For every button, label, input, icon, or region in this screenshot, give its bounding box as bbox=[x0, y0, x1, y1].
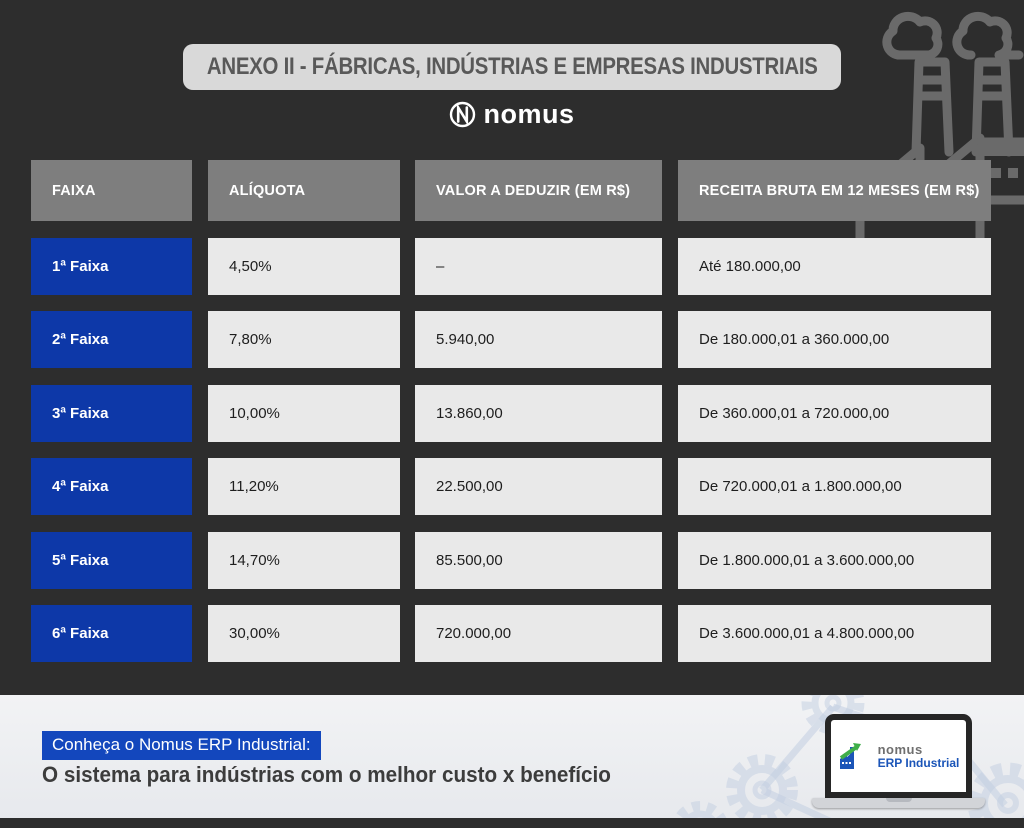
gears-network-decoration bbox=[673, 695, 1024, 818]
deduzir-cell: 22.500,00 bbox=[415, 458, 662, 515]
deduzir-cell: – bbox=[415, 238, 662, 295]
aliquota-cell: 30,00% bbox=[208, 605, 400, 662]
promo-headline: O sistema para indústrias com o melhor c… bbox=[42, 762, 611, 787]
laptop-screen: nomus ERP Industrial bbox=[825, 714, 972, 798]
laptop-logo-text: nomus ERP Industrial bbox=[878, 743, 960, 769]
laptop-brand-text: nomus bbox=[877, 741, 923, 757]
header-aliquota: ALÍQUOTA bbox=[208, 160, 400, 221]
deduzir-cell: 5.940,00 bbox=[415, 311, 662, 368]
faixa-cell: 3ª Faixa bbox=[31, 385, 192, 442]
laptop-notch bbox=[885, 798, 912, 802]
page-title-box: ANEXO II - FÁBRICAS, INDÚSTRIAS E EMPRES… bbox=[183, 44, 841, 90]
promo-cta-link[interactable]: Conheça o Nomus ERP Industrial: bbox=[42, 731, 321, 760]
header-receita: RECEITA BRUTA EM 12 MESES (EM R$) bbox=[678, 160, 991, 221]
header-deduzir: VALOR A DEDUZIR (EM R$) bbox=[415, 160, 662, 221]
receita-cell: De 180.000,01 a 360.000,00 bbox=[678, 311, 991, 368]
nomus-n-circle-icon bbox=[450, 101, 476, 127]
faixa-cell: 4ª Faixa bbox=[31, 458, 192, 515]
faixa-cell: 5ª Faixa bbox=[31, 532, 192, 589]
nomus-logo-text: nomus bbox=[483, 98, 575, 129]
laptop-base bbox=[812, 798, 985, 808]
faixa-cell: 6ª Faixa bbox=[31, 605, 192, 662]
receita-cell: De 360.000,01 a 720.000,00 bbox=[678, 385, 991, 442]
faixa-cell: 1ª Faixa bbox=[31, 238, 192, 295]
faixa-cell: 2ª Faixa bbox=[31, 311, 192, 368]
deduzir-cell: 720.000,00 bbox=[415, 605, 662, 662]
aliquota-cell: 10,00% bbox=[208, 385, 400, 442]
receita-cell: De 1.800.000,01 a 3.600.000,00 bbox=[678, 532, 991, 589]
deduzir-cell: 13.860,00 bbox=[415, 385, 662, 442]
aliquota-cell: 14,70% bbox=[208, 532, 400, 589]
header-faixa: FAIXA bbox=[31, 160, 192, 221]
receita-cell: De 3.600.000,01 a 4.800.000,00 bbox=[678, 605, 991, 662]
nomus-logo: nomus bbox=[0, 98, 1024, 130]
page-title: ANEXO II - FÁBRICAS, INDÚSTRIAS E EMPRES… bbox=[206, 53, 818, 80]
growth-arrow-factory-icon bbox=[839, 743, 861, 769]
aliquota-cell: 4,50% bbox=[208, 238, 400, 295]
aliquota-cell: 7,80% bbox=[208, 311, 400, 368]
laptop-icon: nomus ERP Industrial bbox=[812, 714, 985, 808]
promo-banner: Conheça o Nomus ERP Industrial: O sistem… bbox=[0, 695, 1024, 818]
aliquota-cell: 11,20% bbox=[208, 458, 400, 515]
deduzir-cell: 85.500,00 bbox=[415, 532, 662, 589]
receita-cell: De 720.000,01 a 1.800.000,00 bbox=[678, 458, 991, 515]
laptop-product-text: ERP Industrial bbox=[877, 755, 960, 770]
receita-cell: Até 180.000,00 bbox=[678, 238, 991, 295]
